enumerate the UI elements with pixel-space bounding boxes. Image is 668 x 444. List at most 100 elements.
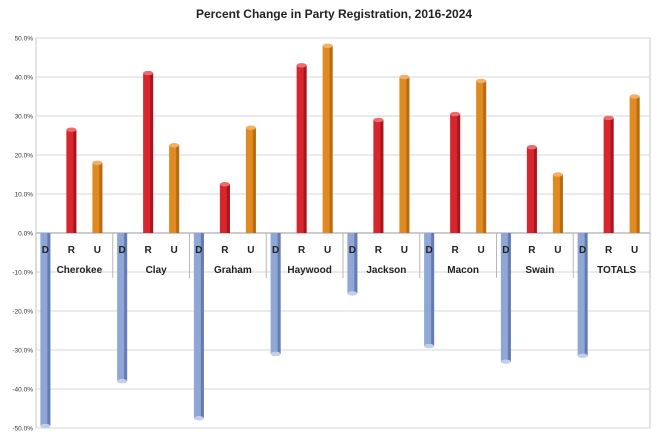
bar-r-jackson (373, 117, 384, 233)
bar-cap (296, 63, 307, 68)
party-label: D (579, 245, 586, 256)
bar-side (226, 184, 230, 233)
bar-face (629, 96, 640, 233)
bar-cap (476, 78, 487, 84)
category-label: Cherokee (57, 265, 103, 276)
bar-cap (117, 379, 128, 384)
y-tick-label: -50.0% (12, 426, 33, 433)
party-label: U (554, 245, 561, 256)
bar-cap (603, 115, 614, 121)
y-tick-label: 40.0% (15, 75, 34, 82)
bar-r-macon (450, 111, 461, 233)
bar-face (424, 233, 435, 347)
bar-cap (399, 74, 410, 80)
bar-d-graham (193, 233, 204, 421)
party-label: D (502, 245, 509, 256)
bar-side (431, 233, 435, 347)
y-tick-label: -40.0% (12, 387, 33, 394)
bar-side (303, 65, 307, 233)
bar-side (73, 129, 77, 233)
bar-face (219, 184, 230, 233)
bar-face (603, 117, 614, 233)
bar-face (169, 145, 180, 233)
bar-side (329, 45, 333, 233)
bar-side (99, 162, 103, 233)
category-label: Jackson (366, 265, 406, 276)
bar-cap (322, 43, 333, 48)
bar-face (245, 127, 256, 233)
bar-cap (500, 359, 511, 364)
bar-cap (270, 351, 281, 357)
party-label: R (528, 245, 536, 256)
bar-r-clay (143, 70, 154, 233)
bar-face (66, 129, 77, 233)
bar-face (476, 80, 487, 234)
y-tick-label: 10.0% (15, 192, 34, 199)
party-label: D (119, 245, 126, 256)
bar-r-graham (219, 182, 230, 233)
bar-cap (193, 416, 204, 421)
party-label: R (452, 245, 460, 256)
party-label: U (171, 245, 178, 256)
bar-side (533, 147, 537, 233)
party-label: R (605, 245, 613, 256)
bar-cap (347, 291, 358, 296)
bar-u-jackson (399, 74, 410, 233)
bar-u-cherokee (92, 160, 103, 233)
bar-face (40, 233, 51, 427)
bar-r-cherokee (66, 127, 77, 233)
bar-cap (143, 70, 154, 76)
party-label: U (324, 245, 331, 256)
party-label: D (272, 245, 279, 256)
y-tick-label: -20.0% (12, 309, 33, 316)
bar-side (124, 233, 128, 382)
category-label: Graham (214, 265, 252, 276)
y-tick-label: 0.0% (18, 231, 33, 238)
bar-face (92, 162, 103, 233)
bar-cap (219, 182, 230, 187)
bar-cap (40, 423, 51, 429)
bar-r-haywood (296, 63, 307, 233)
party-label: D (426, 245, 433, 256)
bar-side (200, 233, 204, 419)
bar-cap (92, 160, 103, 165)
bar-face (143, 73, 154, 233)
bar-face (500, 233, 511, 362)
bar-d-cherokee (40, 233, 51, 429)
party-label: U (401, 245, 408, 256)
bar-side (584, 233, 588, 356)
bar-side (406, 77, 410, 233)
y-tick-label: -10.0% (12, 270, 33, 277)
party-label: D (42, 245, 49, 256)
category-label: Haywood (287, 265, 331, 276)
bar-cap (629, 94, 640, 99)
bar-cap (450, 111, 461, 117)
chart-title: Percent Change in Party Registration, 20… (196, 7, 472, 21)
party-label: R (375, 245, 383, 256)
bar-side (176, 145, 180, 233)
bar-face (450, 114, 461, 233)
bar-d-macon (424, 233, 435, 349)
bar-cap (424, 343, 435, 349)
bar-face (193, 233, 204, 419)
label-layer: 50.0% 40.0% 30.0% 20.0% 10.0% 0.0% -10.0% -20.0… (12, 36, 638, 433)
party-label: R (221, 245, 229, 256)
bar-cap (552, 172, 563, 177)
party-label: R (68, 245, 76, 256)
bar-face (552, 174, 563, 233)
bar-side (636, 96, 640, 233)
bar-side (252, 127, 256, 233)
bar-side (47, 233, 51, 427)
category-label: Macon (447, 265, 479, 276)
bar-side (559, 174, 563, 233)
bar-u-totals (629, 94, 640, 233)
bar-cap (526, 145, 537, 150)
bar-face (296, 65, 307, 233)
bar-layer (40, 43, 640, 429)
bar-cap (245, 125, 256, 130)
bar-cap (169, 143, 180, 148)
bar-face (526, 147, 537, 233)
party-label: R (298, 245, 306, 256)
bar-d-haywood (270, 233, 281, 357)
